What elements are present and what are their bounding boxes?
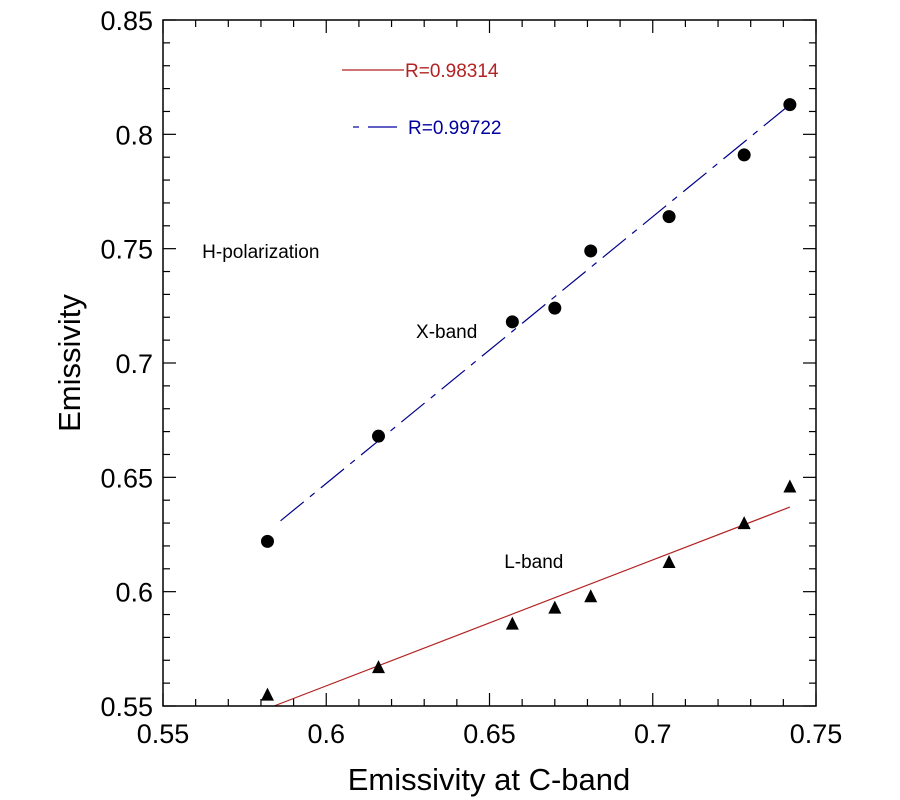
x-tick-label: 0.6 (307, 719, 345, 749)
plot-frame (162, 19, 817, 707)
l-band-point (371, 660, 385, 674)
y-axis-label: Emissivity (52, 294, 87, 432)
data-points (260, 98, 797, 701)
y-tick-labels: 0.55 0.6 0.65 0.7 0.75 0.8 0.85 (100, 6, 153, 722)
legend-label: R=0.98314 (405, 61, 499, 82)
x-tick-label: 0.65 (463, 719, 516, 749)
x-band-point (737, 148, 751, 162)
x-band-point (783, 98, 797, 112)
fit-lines (273, 104, 791, 707)
x-axis-label: Emissivity at C-band (348, 762, 631, 797)
x-tick-label: 0.75 (790, 719, 843, 749)
legend-label: R=0.99722 (408, 118, 502, 139)
x-tick-labels: 0.55 0.6 0.65 0.7 0.75 (137, 719, 843, 749)
x-band-point (371, 429, 385, 443)
y-tick-label: 0.75 (100, 235, 153, 265)
x-band-point (260, 534, 274, 548)
l-band-point (505, 616, 519, 630)
annotation-label: L-band (504, 552, 563, 573)
legend: R=0.98314 R=0.99722 (342, 61, 502, 139)
l-band-point (737, 516, 751, 530)
y-tick-label: 0.85 (100, 6, 153, 36)
annotation-label: H-polarization (202, 242, 319, 263)
x-tick-label: 0.7 (634, 719, 672, 749)
x-band-point (548, 301, 562, 315)
l-band-point (260, 687, 274, 701)
x-band-fit-line (280, 104, 791, 522)
y-tick-label: 0.55 (100, 692, 153, 722)
annotations: H-polarization X-band L-band (202, 242, 563, 573)
y-tick-label: 0.65 (100, 463, 153, 493)
x-tick-label: 0.55 (137, 719, 190, 749)
l-band-point (548, 600, 562, 614)
l-band-point (584, 589, 598, 603)
l-band-fit-line (273, 506, 791, 707)
y-tick-label: 0.7 (115, 349, 153, 379)
x-band-point (662, 210, 676, 224)
l-band-point (662, 554, 676, 568)
l-band-point (783, 479, 797, 493)
x-band-point (584, 244, 598, 258)
y-tick-label: 0.8 (115, 120, 153, 150)
x-band-point (505, 315, 519, 329)
y-tick-label: 0.6 (115, 578, 153, 608)
annotation-label: X-band (416, 322, 477, 343)
